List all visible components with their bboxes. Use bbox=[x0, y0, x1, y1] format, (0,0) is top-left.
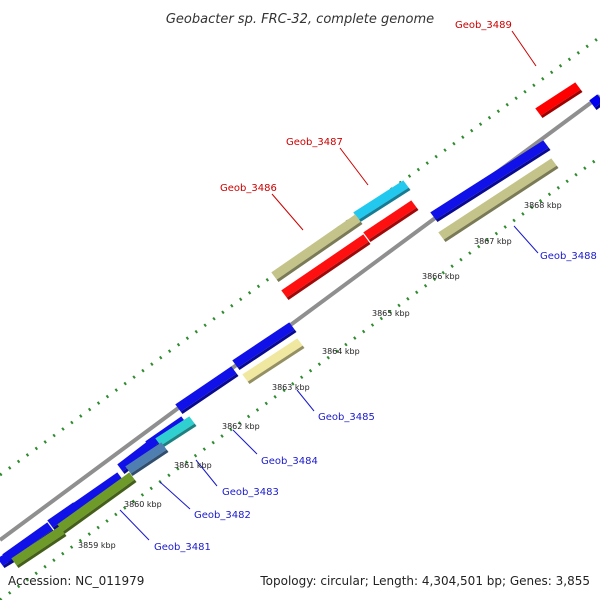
gene-3480-bevel bbox=[16, 533, 67, 568]
gene-3482-body bbox=[125, 442, 167, 474]
gene-edge bbox=[589, 94, 600, 110]
gene-label-geob_3486: Geob_3486 bbox=[220, 183, 277, 194]
scale-labels: 3859 kbp 3860 kbp 3861 kbp 3862 kbp 3863 kbp… bbox=[78, 201, 562, 550]
gene-label-geob_3489: Geob_3489 bbox=[455, 20, 512, 31]
gene-3480-body bbox=[11, 526, 65, 566]
gene-b2-body bbox=[175, 366, 237, 412]
leader-line-geob_3483 bbox=[195, 459, 218, 487]
gene-3488-body bbox=[438, 158, 557, 240]
gene-label-geob_3485: Geob_3485 bbox=[318, 412, 375, 423]
scale-label: 3866 kbp bbox=[422, 272, 460, 281]
leader-line-geob_3487 bbox=[339, 147, 369, 186]
gene-label-geob_3483: Geob_3483 bbox=[222, 487, 279, 498]
scale-label: 3860 kbp bbox=[124, 500, 162, 509]
gene-3485-bevel bbox=[247, 345, 305, 384]
gene-b8 bbox=[0, 552, 15, 568]
scale-label: 3867 kbp bbox=[474, 237, 512, 246]
scale-label: 3862 kbp bbox=[222, 422, 260, 431]
gene-label-geob_3487: Geob_3487 bbox=[286, 137, 343, 148]
gene-3489-body bbox=[535, 82, 581, 116]
gene-3485 bbox=[242, 338, 305, 384]
gene-edge-bevel bbox=[594, 103, 600, 110]
gene-3487-bevel bbox=[358, 187, 411, 222]
gene-b2-bevel bbox=[180, 373, 239, 414]
scale-label: 3864 kbp bbox=[322, 347, 360, 356]
scale-label: 3865 kbp bbox=[372, 309, 410, 318]
gene-b4-body bbox=[117, 438, 157, 472]
gene-3487b-body bbox=[363, 200, 417, 240]
scale-label: 3868 kbp bbox=[524, 201, 562, 210]
leader-line-geob_3485 bbox=[296, 389, 315, 412]
gene-3485-body bbox=[242, 338, 303, 382]
gene-label-geob_3484: Geob_3484 bbox=[261, 456, 318, 467]
gene-3486-frame-body bbox=[271, 214, 361, 280]
scale-label: 3861 kbp bbox=[174, 461, 212, 470]
gene-3483-body bbox=[155, 416, 195, 446]
gene-3486-bevel bbox=[286, 241, 371, 300]
gene-3488 bbox=[438, 158, 559, 242]
gene-3488-strand-body bbox=[430, 140, 549, 220]
accession-label: Accession: NC_011979 bbox=[8, 574, 144, 588]
gene-3489-bevel bbox=[540, 89, 583, 118]
leader-line-geob_3481 bbox=[119, 509, 150, 541]
gene-3481-bevel bbox=[62, 479, 137, 534]
gene-3480 bbox=[11, 526, 67, 568]
gene-3486-body bbox=[281, 234, 369, 298]
leader-line-geob_3489 bbox=[511, 30, 537, 67]
gene-label-geob_3482: Geob_3482 bbox=[194, 510, 251, 521]
gene-labels: Geob_3489 Geob_3487 Geob_3486 Geob_3488 Geob… bbox=[119, 20, 597, 553]
gene-3486 bbox=[281, 234, 371, 300]
scale-label: 3863 kbp bbox=[272, 383, 310, 392]
leader-line-geob_3486 bbox=[271, 193, 304, 231]
gene-3486-frame-bevel bbox=[276, 221, 363, 282]
gene-edge-body bbox=[589, 94, 600, 108]
gene-b6-body bbox=[47, 502, 79, 528]
gene-features bbox=[0, 82, 600, 568]
gene-3481 bbox=[57, 472, 137, 534]
gene-b8-bevel bbox=[2, 559, 15, 568]
gene-3483-bevel bbox=[160, 423, 197, 448]
gene-b5-body bbox=[71, 472, 123, 512]
gene-3486-frame bbox=[271, 214, 363, 282]
leader-line-geob_3484 bbox=[232, 429, 258, 455]
gene-b1-body bbox=[232, 322, 295, 368]
leader-line-geob_3488 bbox=[513, 225, 539, 254]
tick-row-inner bbox=[0, 155, 600, 600]
gene-label-geob_3481: Geob_3481 bbox=[154, 542, 211, 553]
gene-3487 bbox=[353, 180, 411, 222]
gene-b2 bbox=[175, 366, 239, 414]
genome-summary: Topology: circular; Length: 4,304,501 bp… bbox=[259, 574, 590, 588]
gene-3482 bbox=[125, 442, 169, 476]
gene-label-geob_3488: Geob_3488 bbox=[540, 251, 597, 262]
gene-3483 bbox=[155, 416, 197, 448]
gene-3488-strand-bevel bbox=[435, 147, 551, 222]
leader-line-geob_3482 bbox=[159, 481, 191, 510]
gene-3482-bevel bbox=[130, 449, 169, 476]
map-title: Geobacter sp. FRC-32, complete genome bbox=[166, 12, 434, 27]
gene-3481-body bbox=[57, 472, 135, 532]
gene-3487b-bevel bbox=[368, 207, 419, 242]
gene-3488-strand bbox=[430, 140, 551, 222]
gene-3488-bevel bbox=[443, 165, 559, 242]
gene-b7-body bbox=[2, 522, 53, 562]
gene-3487-body bbox=[353, 180, 409, 220]
scale-label: 3859 kbp bbox=[78, 541, 116, 550]
gene-3487b bbox=[363, 200, 419, 242]
gene-b1-bevel bbox=[237, 329, 297, 370]
gene-b8-body bbox=[0, 552, 13, 566]
gene-3489 bbox=[535, 82, 583, 118]
gene-b1 bbox=[232, 322, 297, 370]
